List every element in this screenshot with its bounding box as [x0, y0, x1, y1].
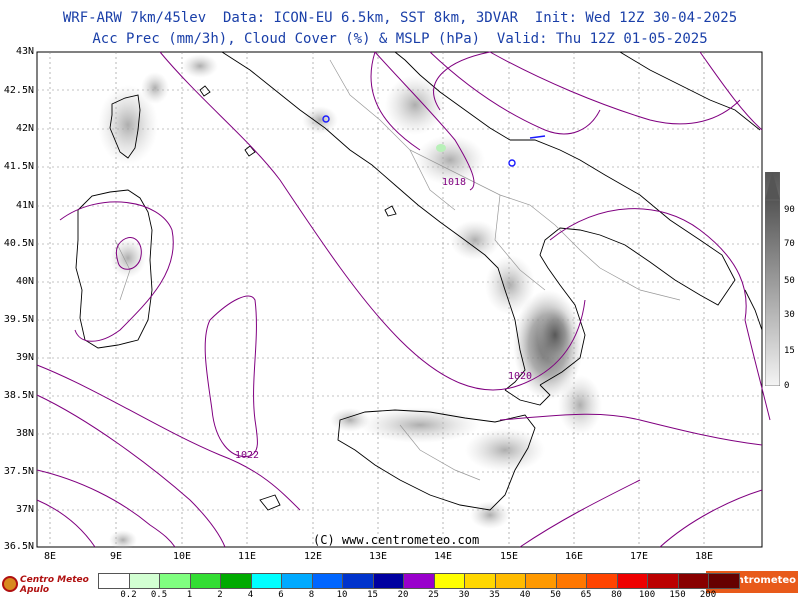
map-title-line1: WRF-ARW 7km/45lev Data: ICON-EU 6.5km, S…: [62, 10, 738, 26]
precip-scale-label: 35: [489, 590, 500, 600]
precip-scale-label: 15: [367, 590, 378, 600]
precip-color-box: [647, 573, 679, 589]
precip-scale-label: 50: [550, 590, 561, 600]
lat-label: 38.5N: [3, 390, 34, 401]
cloud-cover-scale: [765, 172, 780, 386]
precip-scale-label: 25: [428, 590, 439, 600]
precip-scale-label: 2: [217, 590, 223, 600]
precip-color-box: [616, 573, 648, 589]
lat-label: 37.5N: [3, 466, 34, 477]
logo-right-text: centrometeo: [724, 575, 797, 586]
precip-color-box: [250, 573, 282, 589]
region-borders: [114, 59, 681, 481]
lon-label: 10E: [172, 551, 192, 562]
precip-color-box: [677, 573, 709, 589]
lat-label: 39N: [15, 352, 34, 363]
precip-color-box: [98, 573, 130, 589]
lat-label: 40N: [15, 276, 34, 287]
lon-label: 12E: [303, 551, 323, 562]
cloud-scale-label: 30: [784, 310, 795, 320]
isobar-label: 1018: [442, 177, 467, 188]
small-lows: [322, 115, 546, 167]
precip-scale-label: 200: [699, 590, 717, 600]
copyright-text: (C) www.centrometeo.com: [313, 533, 480, 547]
precip-color-box: [159, 573, 191, 589]
precip-scale-label: 6: [278, 590, 284, 600]
cloud-scale-label: 0: [784, 381, 790, 391]
coastlines: [75, 51, 763, 511]
precip-scale-label: 0.2: [120, 590, 137, 600]
cloud-scale-label: 70: [784, 239, 795, 249]
lat-label: 38N: [15, 428, 34, 439]
lon-label: 11E: [237, 551, 257, 562]
precip-color-box: [403, 573, 435, 589]
lon-label: 15E: [499, 551, 519, 562]
precip-color-box: [464, 573, 496, 589]
lat-label: 36.5N: [3, 541, 34, 552]
precip-color-box: [189, 573, 221, 589]
precip-scale-label: 40: [519, 590, 531, 600]
precip-scale-label: 20: [397, 590, 409, 600]
lat-label: 43N: [15, 46, 34, 57]
precip-cell: [436, 144, 446, 152]
precip-scale-label: 100: [638, 590, 656, 600]
precip-color-box: [494, 573, 526, 589]
lat-label: 42.5N: [3, 85, 34, 96]
precip-color-box: [128, 573, 160, 589]
lon-label: 16E: [564, 551, 584, 562]
precip-scale-label: 8: [308, 590, 315, 600]
precip-color-box: [281, 573, 313, 589]
isobar-label: 1020: [508, 371, 533, 382]
lon-label: 8E: [43, 551, 57, 562]
cloud-scale-label: 15: [784, 346, 795, 356]
lat-label: 41.5N: [3, 161, 34, 172]
precip-color-box: [311, 573, 343, 589]
precip-scale-label: 30: [458, 590, 470, 600]
map-title-line2: Acc Prec (mm/3h), Cloud Cover (%) & MSLP…: [92, 31, 708, 47]
lat-label: 37N: [15, 504, 34, 515]
precip-color-box: [586, 573, 618, 589]
lon-label: 14E: [433, 551, 453, 562]
precip-color-box: [525, 573, 557, 589]
precip-scale-label: 150: [669, 590, 686, 600]
precip-scale-label: 80: [611, 590, 622, 600]
lon-label: 13E: [368, 551, 388, 562]
precip-scale-label: 0.5: [150, 590, 168, 600]
lat-label: 42N: [15, 123, 34, 134]
precip-color-box: [220, 573, 252, 589]
lat-label: 40.5N: [3, 238, 34, 249]
precip-scale-label: 65: [580, 590, 592, 600]
precip-color-box: [372, 573, 404, 589]
isobar-label: 1022: [235, 450, 260, 461]
precip-color-box: [708, 573, 740, 589]
lon-label: 9E: [109, 551, 123, 562]
precip-color-box: [433, 573, 465, 589]
lon-label: 17E: [629, 551, 649, 562]
lat-label: 39.5N: [3, 314, 34, 325]
cloud-scale-label: 50: [784, 276, 795, 286]
precip-scale-label: 10: [336, 590, 348, 600]
lat-label: 41N: [15, 200, 34, 211]
isobars: [36, 51, 771, 548]
precip-scale-label: 4: [247, 590, 254, 600]
logo-emblem-icon: [2, 576, 18, 592]
centro-meteo-apulo-logo: Centro Meteo Apulo: [2, 571, 100, 599]
lon-label: 18E: [694, 551, 714, 562]
logo-left-text: Centro Meteo Apulo: [20, 575, 89, 595]
precip-color-box: [342, 573, 374, 589]
precip-color-box: [555, 573, 587, 589]
cloud-scale-label: 90: [784, 205, 795, 215]
precip-scale-label: 1: [186, 590, 193, 600]
